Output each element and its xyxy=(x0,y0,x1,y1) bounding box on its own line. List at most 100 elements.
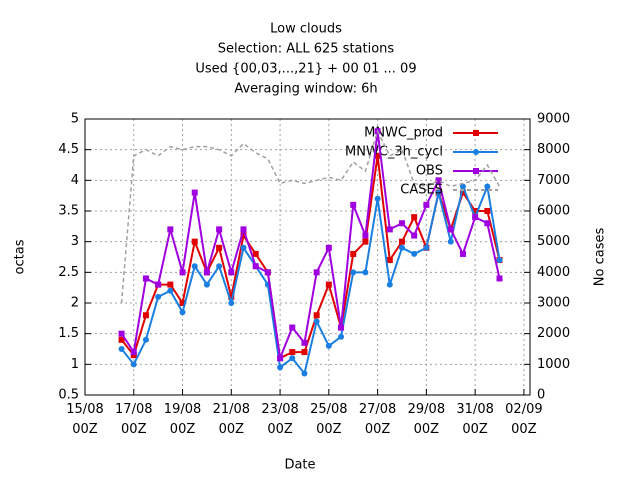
data-point xyxy=(130,349,137,356)
y2-tick-label: 7000 xyxy=(537,173,570,188)
data-point xyxy=(264,269,271,276)
data-point xyxy=(313,318,320,325)
data-point xyxy=(203,281,210,288)
x-tick-label: 19/08 00Z xyxy=(163,402,202,437)
data-point xyxy=(484,208,491,214)
y2-tick-label: 8000 xyxy=(537,142,570,157)
data-point xyxy=(301,339,308,346)
data-point xyxy=(313,269,320,276)
y2-tick-label: 4000 xyxy=(537,265,570,280)
y-tick-label: 1 xyxy=(71,357,79,372)
data-point xyxy=(155,281,162,288)
data-point xyxy=(423,201,430,208)
legend-marker xyxy=(473,149,479,155)
y2-tick-label: 1000 xyxy=(537,357,570,372)
chart-title: Low clouds xyxy=(270,22,342,37)
data-point xyxy=(301,370,308,377)
data-point xyxy=(118,330,125,337)
data-point xyxy=(240,232,247,239)
series-line xyxy=(120,131,501,363)
data-point xyxy=(496,275,503,282)
x-tick-label: 29/08 00Z xyxy=(407,402,446,437)
legend-marker xyxy=(473,130,479,136)
data-point xyxy=(398,244,405,251)
data-point xyxy=(435,189,442,196)
data-point xyxy=(228,293,235,300)
data-point xyxy=(289,324,296,331)
y-tick-label: 2.5 xyxy=(58,265,79,280)
data-point xyxy=(216,226,223,233)
data-point xyxy=(289,349,296,356)
y-tick-label: 5 xyxy=(71,112,79,127)
data-point xyxy=(386,226,393,233)
data-point xyxy=(240,226,247,233)
data-point xyxy=(167,287,174,294)
x-tick-label: 15/08 00Z xyxy=(66,402,104,437)
data-point xyxy=(459,250,466,257)
y-tick-label: 1.5 xyxy=(58,326,79,341)
data-point xyxy=(191,263,198,270)
data-point xyxy=(252,263,259,270)
data-point xyxy=(216,263,223,270)
legend-label: OBS xyxy=(416,164,443,179)
data-point xyxy=(118,336,125,343)
data-point xyxy=(167,226,174,233)
y-tick-label: 4.5 xyxy=(58,142,79,157)
y2-tick-label: 6000 xyxy=(537,204,570,219)
y2-tick-label: 0 xyxy=(537,388,545,403)
data-point xyxy=(167,281,174,288)
y2-axis-label: No cases xyxy=(593,228,608,287)
data-point xyxy=(472,214,479,221)
data-point xyxy=(484,183,491,190)
chart-subtitle: Used {00,03,...,21} + 00 01 ... 09 xyxy=(195,62,416,77)
data-point xyxy=(338,324,345,331)
data-point xyxy=(411,250,418,257)
data-point xyxy=(277,355,284,362)
data-point xyxy=(362,269,369,276)
legend-label: MNWC_3h_cycl xyxy=(345,145,443,160)
data-point xyxy=(447,238,454,245)
y2-tick-label: 9000 xyxy=(537,112,570,127)
legend-label: MNWC_prod xyxy=(364,126,443,141)
data-point xyxy=(155,293,162,300)
data-point xyxy=(228,269,235,276)
data-point xyxy=(398,238,405,245)
data-point xyxy=(350,250,357,257)
data-point xyxy=(386,257,393,264)
data-point xyxy=(289,355,296,362)
legend-label: CASES xyxy=(400,183,443,198)
data-point xyxy=(130,352,137,359)
data-point xyxy=(228,300,235,306)
data-point xyxy=(362,238,369,245)
y-axis-label: octas xyxy=(13,239,28,274)
data-point xyxy=(435,177,442,184)
data-point xyxy=(496,257,503,264)
data-point xyxy=(325,244,332,251)
x-tick-label: 21/08 00Z xyxy=(212,402,251,437)
chart-subtitle: Averaging window: 6h xyxy=(234,82,377,97)
data-point xyxy=(423,244,430,251)
x-tick-label: 31/08 00Z xyxy=(456,402,494,437)
data-point xyxy=(301,349,308,356)
data-point xyxy=(411,232,418,239)
data-point xyxy=(252,250,259,257)
data-point xyxy=(142,312,149,319)
data-point xyxy=(459,189,466,196)
data-point xyxy=(191,189,198,196)
data-point xyxy=(411,214,418,221)
y-tick-label: 0.5 xyxy=(58,388,79,403)
data-point xyxy=(313,312,320,319)
y-tick-label: 3 xyxy=(71,234,79,249)
data-point xyxy=(240,244,247,251)
data-point xyxy=(374,152,381,159)
data-point xyxy=(277,364,284,371)
series-line xyxy=(120,182,501,376)
chart-subtitle: Selection: ALL 625 stations xyxy=(218,42,395,57)
data-point xyxy=(203,269,210,276)
y-tick-label: 4 xyxy=(71,173,79,188)
x-tick-label: 02/09 00Z xyxy=(505,402,543,437)
data-point xyxy=(362,232,369,239)
data-point xyxy=(118,346,125,352)
